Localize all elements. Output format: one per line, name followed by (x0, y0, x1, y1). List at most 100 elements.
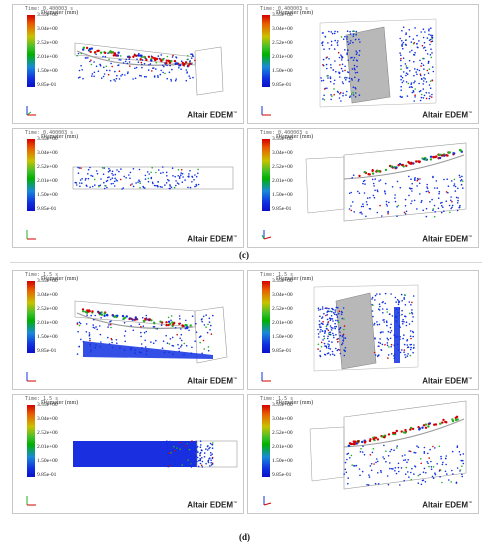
diameter-color-scale (27, 139, 35, 211)
legend-tick: 3.55e+00 (272, 12, 293, 18)
legend-tick: 1.50e+00 (37, 458, 58, 464)
legend-tick: 3.04e+00 (272, 292, 293, 298)
axis-triad-icon (263, 496, 272, 506)
diameter-color-scale (27, 405, 35, 477)
particle-cloud (74, 166, 200, 190)
edem-viewport-c-side[interactable]: Time: 0.400003 s Diameter (mm) 3.55e+00 … (247, 4, 479, 124)
simulation-scene (313, 284, 419, 372)
legend-tick: 2.52e+00 (37, 164, 58, 170)
simulation-scene (74, 42, 224, 96)
legend-tick: 2.52e+00 (272, 40, 293, 46)
legend-title: Diameter (mm) (41, 10, 79, 16)
legend-tick: 9.85e-01 (37, 82, 57, 88)
edem-brand: Altair EDEM™ (422, 376, 472, 386)
legend-title: Diameter (mm) (276, 276, 314, 282)
simulation-time: Time: 0.400003 s (260, 6, 309, 12)
edem-brand: Altair EDEM™ (187, 110, 237, 120)
diameter-color-scale (27, 15, 35, 87)
legend-tick: 3.04e+00 (37, 292, 58, 298)
simulation-scene (309, 400, 467, 490)
legend-tick: 2.01e+00 (272, 54, 293, 60)
legend-tick: 1.50e+00 (272, 68, 293, 74)
diameter-color-scale (262, 139, 270, 211)
legend-tick: 3.55e+00 (37, 12, 58, 18)
legend-tick: 3.04e+00 (272, 150, 293, 156)
edem-viewport-d-side[interactable]: Time: 1.5 s Diameter (mm) 3.55e+00 3.04e… (247, 270, 479, 390)
legend-tick: 1.50e+00 (272, 334, 293, 340)
edem-viewport-d-iso[interactable]: Time: 1.5 s Diameter (mm) 3.55e+00 3.04e… (247, 394, 479, 514)
diameter-color-scale (262, 281, 270, 353)
legend-tick: 9.85e-01 (37, 348, 57, 354)
edem-viewport-c-iso[interactable]: Time: 0.400003 s Diameter (mm) 3.55e+00 … (247, 128, 479, 248)
legend-tick: 2.52e+00 (272, 306, 293, 312)
legend-tick: 2.01e+00 (37, 444, 58, 450)
legend-tick: 3.55e+00 (37, 278, 58, 284)
legend-tick: 9.85e-01 (272, 348, 292, 354)
legend-tick: 3.55e+00 (37, 402, 58, 408)
legend-tick: 3.04e+00 (37, 26, 58, 32)
simulation-scene (72, 166, 234, 190)
simulation-time: Time: 1.5 s (25, 272, 59, 278)
legend-tick: 3.55e+00 (37, 136, 58, 142)
simulation-time: Time: 0.400003 s (25, 6, 74, 12)
legend-tick: 2.01e+00 (37, 54, 58, 60)
simulation-scene (319, 18, 437, 108)
legend-tick: 3.04e+00 (37, 416, 58, 422)
edem-viewport-c-front[interactable]: Time: 0.400003 s Diameter (mm) 3.55e+00 … (12, 4, 244, 124)
legend-tick: 1.50e+00 (272, 458, 293, 464)
edem-viewport-d-top[interactable]: Time: 1.5 s Diameter (mm) 3.55e+00 3.04e… (12, 394, 244, 514)
particle-cloud (343, 444, 465, 486)
legend-tick: 1.50e+00 (37, 68, 58, 74)
legend-tick: 2.52e+00 (37, 40, 58, 46)
edem-brand: Altair EDEM™ (422, 500, 472, 510)
axis-triad-icon (26, 106, 36, 116)
simulation-scene (74, 300, 228, 364)
edem-brand: Altair EDEM™ (187, 234, 237, 244)
legend-tick: 9.85e-01 (272, 82, 292, 88)
legend-tick: 2.52e+00 (272, 164, 293, 170)
axis-triad-icon (261, 106, 271, 116)
simulation-time: Time: 1.5 s (260, 272, 294, 278)
axis-triad-icon (261, 372, 271, 382)
simulation-time: Time: 1.5 s (25, 396, 59, 402)
simulation-scene (305, 142, 467, 222)
legend-tick: 2.01e+00 (272, 444, 293, 450)
legend-tick: 2.01e+00 (37, 320, 58, 326)
figure-label-d: (d) (239, 532, 250, 542)
particle-bed (358, 148, 463, 178)
simulation-time: Time: 1.5 s (260, 396, 294, 402)
diameter-color-scale (262, 405, 270, 477)
legend-tick: 2.01e+00 (272, 320, 293, 326)
legend-title: Diameter (mm) (276, 134, 314, 140)
edem-viewport-c-top[interactable]: Time: 0.400003 s Diameter (mm) 3.55e+00 … (12, 128, 244, 248)
legend-title: Diameter (mm) (276, 400, 314, 406)
edem-brand: Altair EDEM™ (422, 234, 472, 244)
legend-tick: 9.85e-01 (272, 472, 292, 478)
axis-triad-icon (26, 230, 36, 240)
legend-tick: 9.85e-01 (37, 472, 57, 478)
legend-tick: 3.04e+00 (272, 416, 293, 422)
legend-tick: 2.52e+00 (37, 306, 58, 312)
legend-tick: 3.04e+00 (37, 150, 58, 156)
diameter-color-scale (27, 281, 35, 353)
particle-bed (347, 415, 459, 448)
simulation-scene (73, 440, 238, 468)
legend-title: Diameter (mm) (41, 134, 79, 140)
legend-tick: 1.50e+00 (37, 334, 58, 340)
particle-cloud (317, 306, 347, 358)
simulation-time: Time: 0.400003 s (25, 130, 74, 136)
particle-cloud (162, 440, 214, 468)
edem-brand: Altair EDEM™ (422, 110, 472, 120)
legend-tick: 3.55e+00 (272, 402, 293, 408)
axis-triad-icon (261, 230, 272, 240)
legend-title: Diameter (mm) (41, 276, 79, 282)
legend-tick: 3.55e+00 (272, 136, 293, 142)
edem-brand: Altair EDEM™ (187, 376, 237, 386)
particle-bed (81, 308, 192, 330)
axis-triad-icon (26, 496, 36, 506)
edem-viewport-d-front[interactable]: Time: 1.5 s Diameter (mm) 3.55e+00 3.04e… (12, 270, 244, 390)
legend-tick: 1.50e+00 (37, 192, 58, 198)
divider (10, 262, 482, 263)
legend-title: Diameter (mm) (41, 400, 79, 406)
legend-tick: 2.01e+00 (272, 178, 293, 184)
